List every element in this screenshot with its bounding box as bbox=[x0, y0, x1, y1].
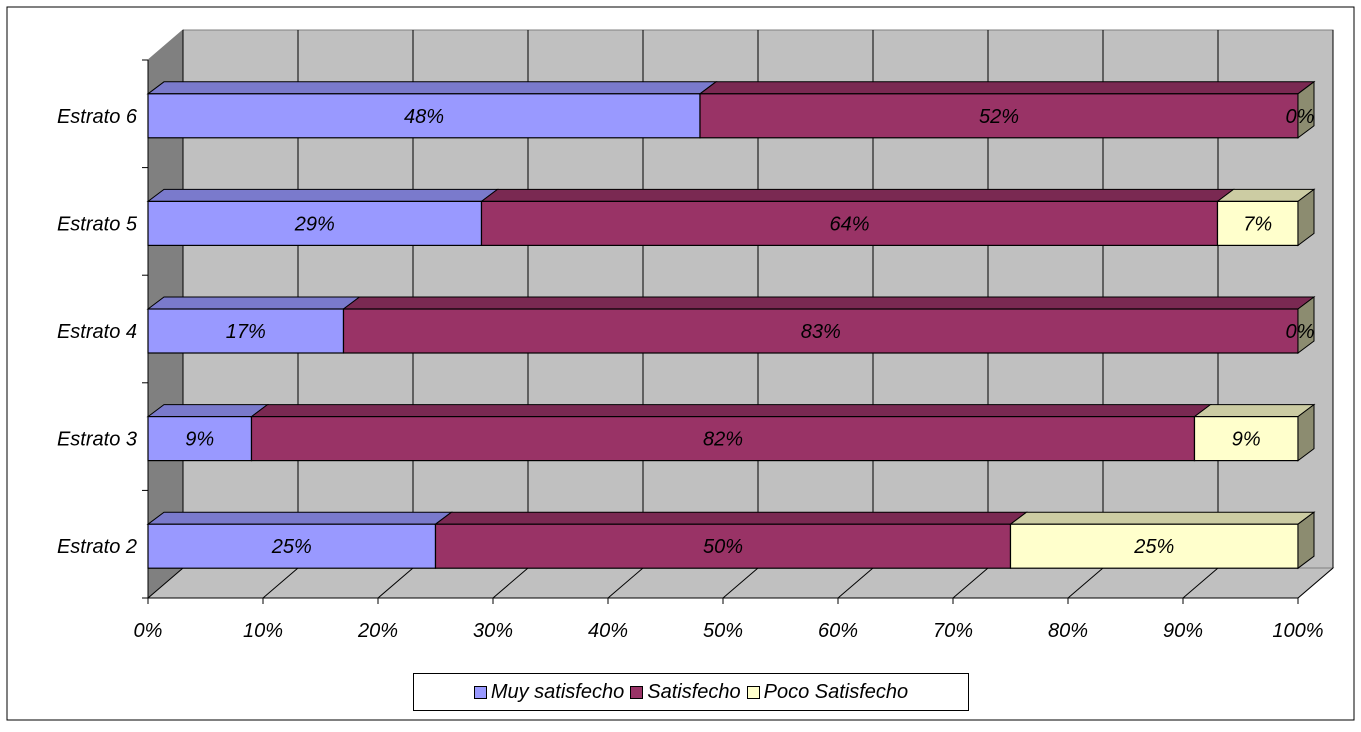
bar-side-estrato-3 bbox=[1297, 403, 1315, 462]
bar-muy-satisfecho-estrato-2 bbox=[147, 523, 437, 569]
legend-swatch-poco-satisfecho bbox=[746, 685, 760, 699]
y-tick-label-estrato-4: Estrato 4 bbox=[57, 321, 137, 343]
floor-gridline bbox=[262, 567, 299, 599]
bar-satisfecho-estrato-5 bbox=[480, 200, 1219, 246]
floor-gridline bbox=[147, 567, 184, 599]
data-label-poco-satisfecho-estrato-3: 9% bbox=[1232, 429, 1261, 451]
bar-top-poco-satisfecho-estrato-2 bbox=[1009, 511, 1316, 525]
floor-gridline bbox=[492, 567, 529, 599]
bar-top-muy-satisfecho-estrato-4 bbox=[146, 296, 361, 310]
legend-swatch-muy-satisfecho bbox=[473, 685, 487, 699]
x-tick-label: 50% bbox=[703, 620, 743, 642]
bar-satisfecho-estrato-2 bbox=[434, 523, 1012, 569]
bar-side-estrato-2 bbox=[1297, 511, 1315, 570]
floor-gridline bbox=[1297, 567, 1334, 599]
data-label-poco-satisfecho-estrato-4: 0% bbox=[1286, 321, 1315, 343]
bar-side-estrato-4 bbox=[1297, 296, 1315, 354]
bar-top-poco-satisfecho-estrato-3 bbox=[1193, 404, 1316, 418]
y-tick-label-estrato-2: Estrato 2 bbox=[57, 536, 137, 558]
bar-top-poco-satisfecho-estrato-5 bbox=[1216, 188, 1316, 202]
bar-top-satisfecho-estrato-5 bbox=[480, 188, 1235, 202]
floor-gridline bbox=[837, 567, 874, 599]
y-tick-label-estrato-5: Estrato 5 bbox=[57, 213, 138, 235]
legend-swatch-satisfecho bbox=[630, 685, 644, 699]
x-tick-label: 30% bbox=[473, 620, 513, 642]
legend-item-muy-satisfecho: Muy satisfecho bbox=[473, 680, 625, 704]
x-tick-label: 40% bbox=[588, 620, 628, 642]
data-label-muy-satisfecho-estrato-5: 29% bbox=[294, 213, 335, 235]
bar-satisfecho-estrato-4 bbox=[342, 308, 1299, 354]
data-label-muy-satisfecho-estrato-2: 25% bbox=[271, 536, 312, 558]
data-label-satisfecho-estrato-3: 82% bbox=[703, 429, 743, 451]
bar-top-satisfecho-estrato-6 bbox=[698, 81, 1316, 95]
data-label-poco-satisfecho-estrato-6: 0% bbox=[1286, 106, 1315, 128]
legend-label-poco-satisfecho: Poco Satisfecho bbox=[763, 680, 909, 703]
y-tick-label-estrato-6: Estrato 6 bbox=[57, 106, 138, 128]
data-label-poco-satisfecho-estrato-5: 7% bbox=[1243, 213, 1272, 235]
floor-gridline bbox=[952, 567, 989, 599]
data-label-muy-satisfecho-estrato-4: 17% bbox=[226, 321, 266, 343]
bar-top-satisfecho-estrato-4 bbox=[342, 296, 1316, 310]
bar-poco-satisfecho-estrato-5 bbox=[1216, 200, 1299, 246]
bar-muy-satisfecho-estrato-4 bbox=[147, 308, 345, 354]
x-tick-label: 90% bbox=[1163, 620, 1203, 642]
data-label-muy-satisfecho-estrato-6: 48% bbox=[404, 106, 444, 128]
data-label-satisfecho-estrato-2: 50% bbox=[703, 536, 743, 558]
bar-top-muy-satisfecho-estrato-2 bbox=[146, 511, 453, 525]
legend-item-satisfecho: Satisfecho bbox=[630, 680, 741, 704]
floor-gridline bbox=[1067, 567, 1104, 599]
data-label-satisfecho-estrato-4: 83% bbox=[801, 321, 841, 343]
legend-label-satisfecho: Satisfecho bbox=[647, 680, 741, 703]
data-label-satisfecho-estrato-5: 64% bbox=[829, 213, 869, 235]
bar-muy-satisfecho-estrato-6 bbox=[147, 93, 701, 139]
floor-gridline bbox=[1182, 567, 1219, 599]
bar-top-muy-satisfecho-estrato-5 bbox=[146, 188, 499, 202]
data-label-muy-satisfecho-estrato-3: 9% bbox=[185, 429, 214, 451]
bar-poco-satisfecho-estrato-3 bbox=[1193, 416, 1299, 462]
x-tick-label: 20% bbox=[357, 620, 398, 642]
bar-top-muy-satisfecho-estrato-6 bbox=[146, 81, 718, 95]
x-tick-label: 0% bbox=[134, 620, 163, 642]
x-tick-label: 80% bbox=[1048, 620, 1088, 642]
bar-muy-satisfecho-estrato-5 bbox=[147, 200, 483, 246]
x-tick-label: 100% bbox=[1272, 620, 1323, 642]
data-label-satisfecho-estrato-6: 52% bbox=[979, 106, 1019, 128]
bar-poco-satisfecho-estrato-2 bbox=[1009, 523, 1299, 569]
bar-top-muy-satisfecho-estrato-3 bbox=[146, 404, 269, 418]
floor-gridline bbox=[607, 567, 644, 599]
y-tick-label-estrato-3: Estrato 3 bbox=[57, 429, 137, 451]
legend: Muy satisfecho Satisfecho Poco Satisfech… bbox=[413, 673, 969, 711]
bar-side-estrato-6 bbox=[1297, 80, 1315, 139]
legend-label-muy-satisfecho: Muy satisfecho bbox=[490, 680, 625, 703]
bar-top-satisfecho-estrato-2 bbox=[434, 511, 1028, 525]
data-label-poco-satisfecho-estrato-2: 25% bbox=[1133, 536, 1174, 558]
legend-item-poco-satisfecho: Poco Satisfecho bbox=[746, 680, 909, 704]
x-tick-label: 10% bbox=[243, 620, 283, 642]
floor-gridline bbox=[377, 567, 414, 599]
x-tick-label: 60% bbox=[818, 620, 858, 642]
floor-gridline bbox=[722, 567, 759, 599]
bar-side-estrato-5 bbox=[1297, 188, 1315, 247]
bar-top-satisfecho-estrato-3 bbox=[250, 404, 1212, 418]
x-tick-label: 70% bbox=[933, 620, 973, 642]
